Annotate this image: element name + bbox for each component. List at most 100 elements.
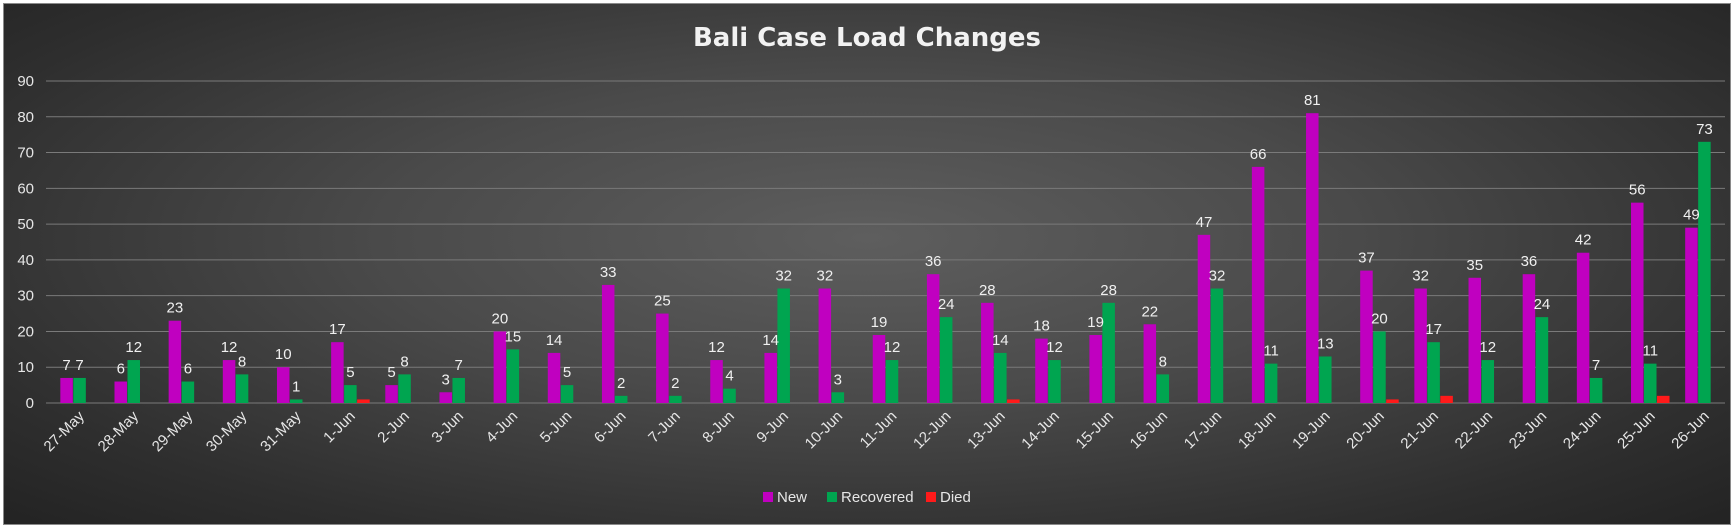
data-label-new: 42: [1575, 232, 1592, 249]
x-tick-label: 5-Jun: [537, 408, 576, 447]
data-label-new: 5: [387, 364, 395, 381]
legend-swatch-recovered: [827, 492, 837, 502]
bar-new: [981, 302, 994, 403]
data-label-new: 47: [1196, 214, 1213, 231]
bar-recovered: [777, 288, 790, 403]
y-tick-label: 50: [17, 216, 34, 233]
bar-recovered: [452, 377, 465, 403]
bar-recovered: [1156, 374, 1170, 403]
chart-panel: [3, 3, 1731, 525]
data-label-recovered: 14: [992, 332, 1009, 349]
data-label-new: 17: [329, 321, 346, 338]
bar-died: [1440, 395, 1453, 403]
x-tick-label: 19-Jun: [1289, 408, 1333, 452]
data-label-recovered: 24: [1534, 296, 1551, 313]
bar-recovered: [1535, 317, 1549, 403]
bar-recovered: [560, 385, 574, 403]
data-label-new: 23: [167, 300, 184, 317]
bar-new: [872, 335, 886, 403]
bar-new: [926, 274, 940, 403]
bar-new: [1576, 252, 1590, 403]
data-label-new: 37: [1358, 250, 1375, 267]
x-tick-label: 26-Jun: [1668, 408, 1712, 452]
bar-new: [1143, 324, 1157, 403]
bar-recovered: [1210, 288, 1224, 403]
data-label-new: 20: [492, 310, 509, 327]
y-tick-label: 10: [17, 359, 34, 376]
data-label-new: 36: [1521, 253, 1538, 270]
bar-new: [764, 352, 777, 403]
data-label-new: 25: [654, 293, 671, 310]
x-tick-label: 21-Jun: [1397, 408, 1441, 452]
x-tick-label: 10-Jun: [802, 408, 846, 452]
data-label-new: 49: [1683, 207, 1700, 224]
y-axis-ticks: 0 10 20 30 40 50 60 70 80 90: [17, 73, 34, 412]
bar-recovered: [289, 399, 303, 403]
y-tick-label: 70: [17, 145, 34, 162]
bar-recovered: [614, 395, 628, 403]
x-tick-label: 15-Jun: [1073, 408, 1117, 452]
data-label-recovered: 11: [1642, 343, 1658, 360]
data-label-recovered: 3: [834, 371, 842, 388]
data-label-new: 19: [1087, 314, 1104, 331]
x-tick-label: 6-Jun: [591, 408, 630, 447]
legend-label-died: Died: [940, 489, 971, 506]
x-tick-label: 2-Jun: [374, 408, 413, 447]
data-label-new: 14: [762, 332, 779, 349]
y-tick-label: 30: [17, 288, 34, 305]
x-tick-label: 22-Jun: [1452, 408, 1496, 452]
bar-new: [1522, 274, 1536, 403]
data-label-new: 7: [62, 357, 70, 374]
data-label-recovered: 73: [1696, 121, 1713, 138]
x-tick-label: 23-Jun: [1506, 408, 1550, 452]
bar-new: [493, 331, 507, 403]
x-tick-label: 17-Jun: [1181, 408, 1225, 452]
legend-label-new: New: [777, 489, 807, 506]
bar-recovered: [1644, 363, 1657, 403]
x-tick-label: 7-Jun: [645, 408, 684, 447]
data-label-new: 36: [925, 253, 942, 270]
x-tick-label: 9-Jun: [753, 408, 792, 447]
bar-died: [1386, 399, 1399, 403]
bar-new: [601, 284, 615, 403]
data-label-new: 12: [221, 339, 238, 356]
data-label-new: 32: [1412, 268, 1429, 285]
bar-new: [656, 313, 669, 403]
bar-recovered: [831, 392, 845, 403]
x-tick-label: 1-Jun: [320, 408, 359, 447]
x-tick-label: 16-Jun: [1127, 408, 1171, 452]
legend-swatch-died: [926, 492, 936, 502]
x-tick-label: 27-May: [41, 407, 89, 455]
bar-new: [1360, 270, 1373, 403]
y-tick-label: 90: [17, 73, 34, 90]
data-label-new: 19: [871, 314, 888, 331]
data-label-recovered: 8: [400, 353, 408, 370]
bar-recovered: [1481, 360, 1495, 403]
x-tick-label: 30-May: [203, 407, 251, 455]
bar-new: [547, 352, 561, 403]
x-tick-label: 28-May: [95, 407, 143, 455]
chart-title: Bali Case Load Changes: [693, 23, 1041, 53]
data-label-recovered: 15: [505, 328, 522, 345]
bar-new: [385, 385, 398, 403]
bar-new: [114, 381, 127, 403]
x-tick-label: 25-Jun: [1614, 408, 1658, 452]
bar-new: [1197, 234, 1211, 403]
data-label-recovered: 32: [775, 268, 792, 285]
bar-recovered: [723, 388, 736, 403]
data-label-new: 56: [1629, 182, 1646, 199]
y-tick-label: 80: [17, 109, 34, 126]
x-tick-label: 18-Jun: [1235, 408, 1279, 452]
data-label-recovered: 5: [563, 364, 571, 381]
y-tick-label: 60: [17, 180, 34, 197]
bar-recovered: [1427, 342, 1440, 403]
data-label-new: 22: [1141, 303, 1158, 320]
legend: New Recovered Died: [763, 489, 971, 506]
x-tick-label: 13-Jun: [964, 408, 1008, 452]
x-tick-label: 29-May: [149, 407, 197, 455]
data-label-new: 3: [442, 371, 450, 388]
bar-new: [1468, 277, 1482, 403]
x-tick-label: 20-Jun: [1343, 408, 1387, 452]
